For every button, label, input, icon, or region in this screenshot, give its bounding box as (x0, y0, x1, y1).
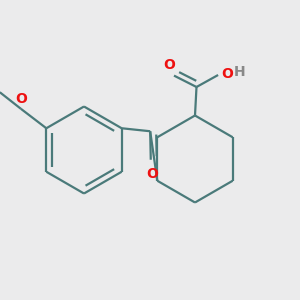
Text: O: O (146, 167, 158, 181)
Text: O: O (222, 67, 234, 80)
Text: O: O (15, 92, 27, 106)
Text: O: O (164, 58, 175, 72)
Text: H: H (234, 65, 245, 79)
